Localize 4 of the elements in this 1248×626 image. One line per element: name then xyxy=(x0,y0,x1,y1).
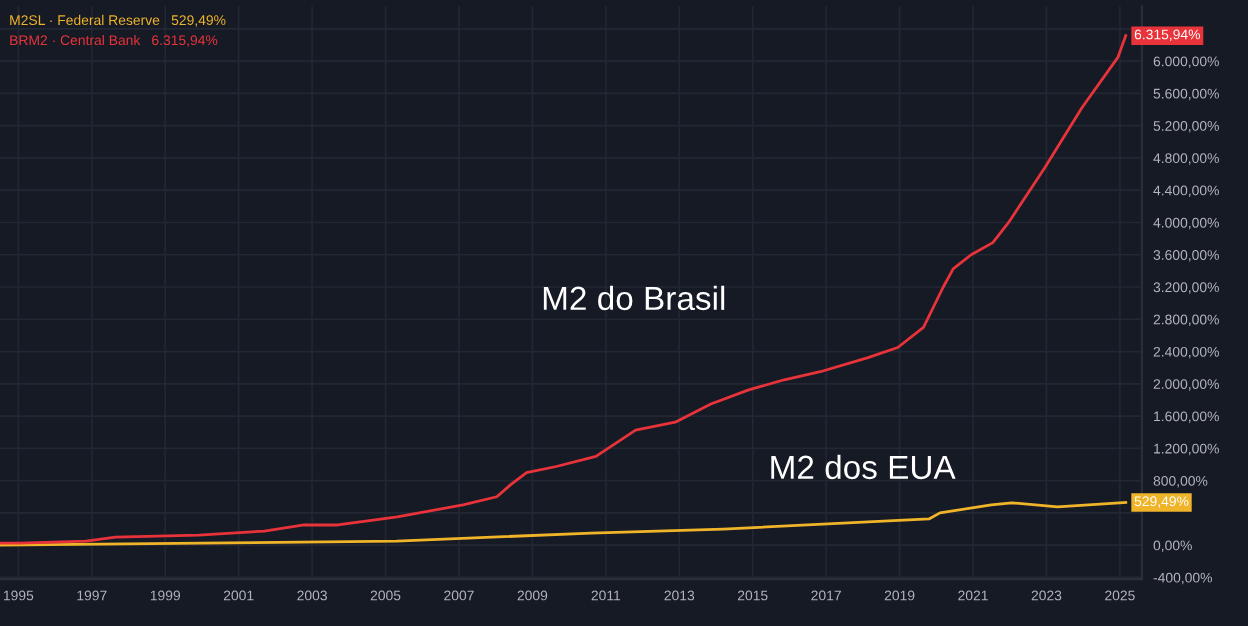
line-series xyxy=(0,34,1128,545)
annotation: M2 dos EUA xyxy=(771,454,956,480)
annotation: M2 do Brasil xyxy=(543,285,725,311)
line-series xyxy=(0,501,1128,547)
